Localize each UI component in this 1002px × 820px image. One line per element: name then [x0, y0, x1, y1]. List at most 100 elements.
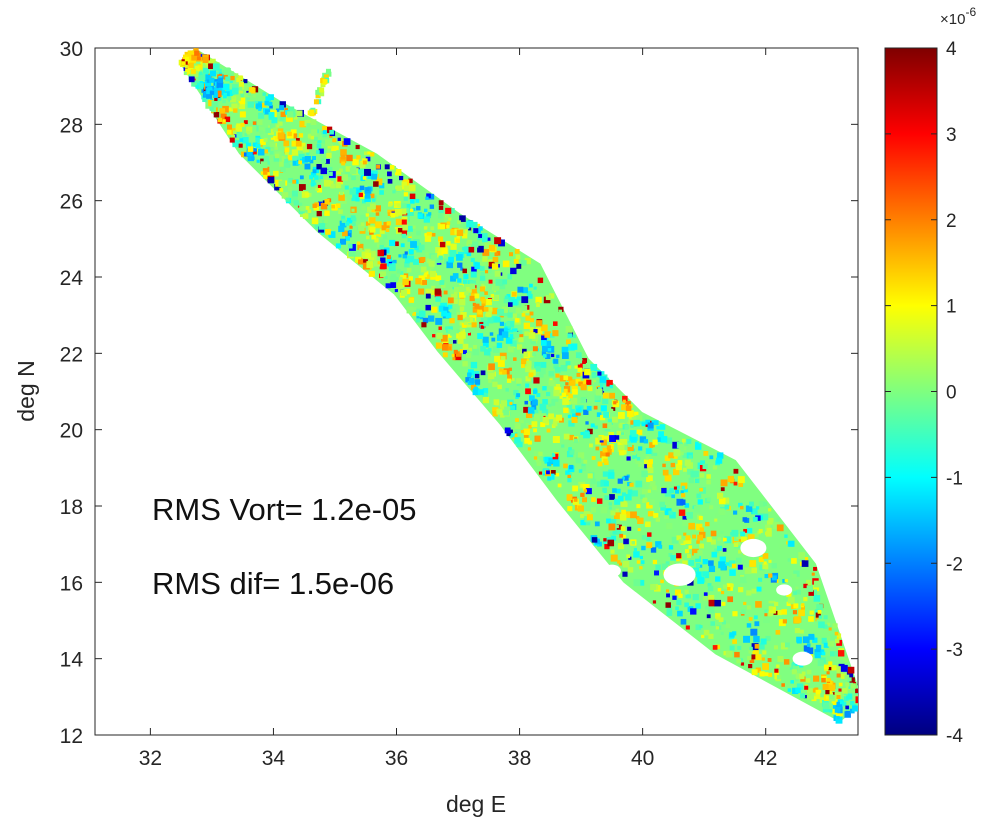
vorticity-cell	[478, 389, 484, 395]
vorticity-cell	[477, 310, 482, 315]
vorticity-cell	[470, 284, 476, 290]
vorticity-cell	[471, 272, 477, 278]
vorticity-cell	[474, 304, 479, 309]
vorticity-cell	[587, 406, 592, 411]
vorticity-cell	[416, 206, 420, 210]
vorticity-cell	[673, 449, 680, 456]
vorticity-cell	[640, 556, 643, 559]
vorticity-cell	[430, 226, 434, 230]
vorticity-cell	[675, 490, 679, 494]
vorticity-cell	[628, 567, 633, 572]
vorticity-cell	[729, 569, 736, 576]
vorticity-cell	[340, 239, 346, 245]
vorticity-cell	[572, 486, 578, 492]
vorticity-cell	[336, 243, 341, 248]
vorticity-cell	[613, 422, 618, 427]
vorticity-cell	[341, 155, 346, 160]
vorticity-cell	[572, 417, 578, 423]
vorticity-cell	[852, 705, 858, 711]
vorticity-cell	[686, 625, 690, 629]
vorticity-cell	[488, 379, 492, 383]
vorticity-cell	[569, 377, 572, 380]
vorticity-cell	[236, 78, 241, 83]
vorticity-cell	[637, 560, 640, 563]
vorticity-cell	[708, 634, 713, 639]
vorticity-cell	[595, 521, 600, 526]
vorticity-cell	[646, 456, 649, 459]
vorticity-cell	[642, 489, 647, 494]
vorticity-cell	[381, 263, 387, 269]
vorticity-cell	[407, 232, 411, 236]
vorticity-cell	[404, 186, 409, 191]
vorticity-cell	[696, 571, 702, 577]
vorticity-cell	[600, 376, 607, 383]
vorticity-cell	[429, 261, 435, 267]
vorticity-cell	[494, 253, 498, 257]
vorticity-cell	[682, 486, 686, 490]
vorticity-cell	[848, 677, 852, 681]
vorticity-cell	[369, 271, 375, 277]
vorticity-cell	[603, 393, 609, 399]
vorticity-cell	[503, 261, 510, 268]
vorticity-cell	[582, 497, 587, 502]
vorticity-cell	[318, 185, 321, 188]
vorticity-cell	[520, 420, 524, 424]
vorticity-cell	[376, 165, 380, 169]
vorticity-cell	[655, 565, 660, 570]
vorticity-cell	[687, 554, 691, 558]
vorticity-cell	[383, 235, 387, 239]
vorticity-cell	[565, 382, 568, 385]
vorticity-cell	[446, 214, 449, 217]
vorticity-cell	[591, 423, 595, 427]
vorticity-cell	[556, 473, 559, 476]
vorticity-cell	[350, 167, 357, 174]
vorticity-cell	[409, 185, 416, 192]
vorticity-cell	[758, 578, 762, 582]
vorticity-cell	[373, 181, 379, 187]
vorticity-cell	[835, 707, 841, 713]
vorticity-cell	[256, 144, 261, 149]
vorticity-cell	[314, 137, 318, 141]
vorticity-cell	[532, 352, 536, 356]
vorticity-cell	[821, 678, 825, 682]
vorticity-cell	[764, 561, 767, 564]
vorticity-cell	[505, 296, 508, 299]
vorticity-cell	[484, 307, 489, 312]
vorticity-cell	[762, 663, 769, 670]
vorticity-cell	[473, 345, 477, 349]
vorticity-cell	[218, 118, 222, 122]
vorticity-cell	[351, 176, 356, 181]
vorticity-cell	[850, 701, 854, 705]
vorticity-cell	[763, 553, 769, 559]
vorticity-cell	[431, 307, 437, 313]
vorticity-cell	[281, 112, 286, 117]
vorticity-cell	[471, 258, 475, 262]
vorticity-cell	[540, 362, 546, 368]
vorticity-cell	[594, 395, 599, 400]
colorbar-exponent-label: ×10-6	[940, 5, 976, 28]
colorbar-exponent-base: ×10	[940, 11, 965, 28]
vorticity-cell	[444, 291, 448, 295]
vorticity-cell	[366, 236, 370, 240]
vorticity-cell	[435, 296, 441, 302]
vorticity-cell	[390, 282, 396, 288]
vorticity-cell	[292, 149, 298, 155]
vorticity-cell	[688, 523, 695, 530]
vorticity-cell	[692, 535, 696, 539]
vorticity-cell	[795, 688, 800, 693]
vorticity-cell	[484, 281, 488, 285]
vorticity-cell	[227, 96, 231, 100]
vorticity-cell	[855, 689, 860, 694]
vorticity-cell	[352, 222, 356, 226]
vorticity-cell	[457, 220, 461, 224]
vorticity-cell	[844, 658, 849, 663]
vorticity-cell	[525, 315, 530, 320]
vorticity-cell	[227, 125, 232, 130]
x-tick-label: 42	[754, 747, 777, 770]
vorticity-cell	[653, 560, 657, 564]
vorticity-cell	[660, 580, 664, 584]
vorticity-cell	[402, 301, 406, 305]
vorticity-cell	[359, 248, 362, 251]
vorticity-cell	[627, 410, 634, 417]
vorticity-cell	[199, 72, 202, 75]
